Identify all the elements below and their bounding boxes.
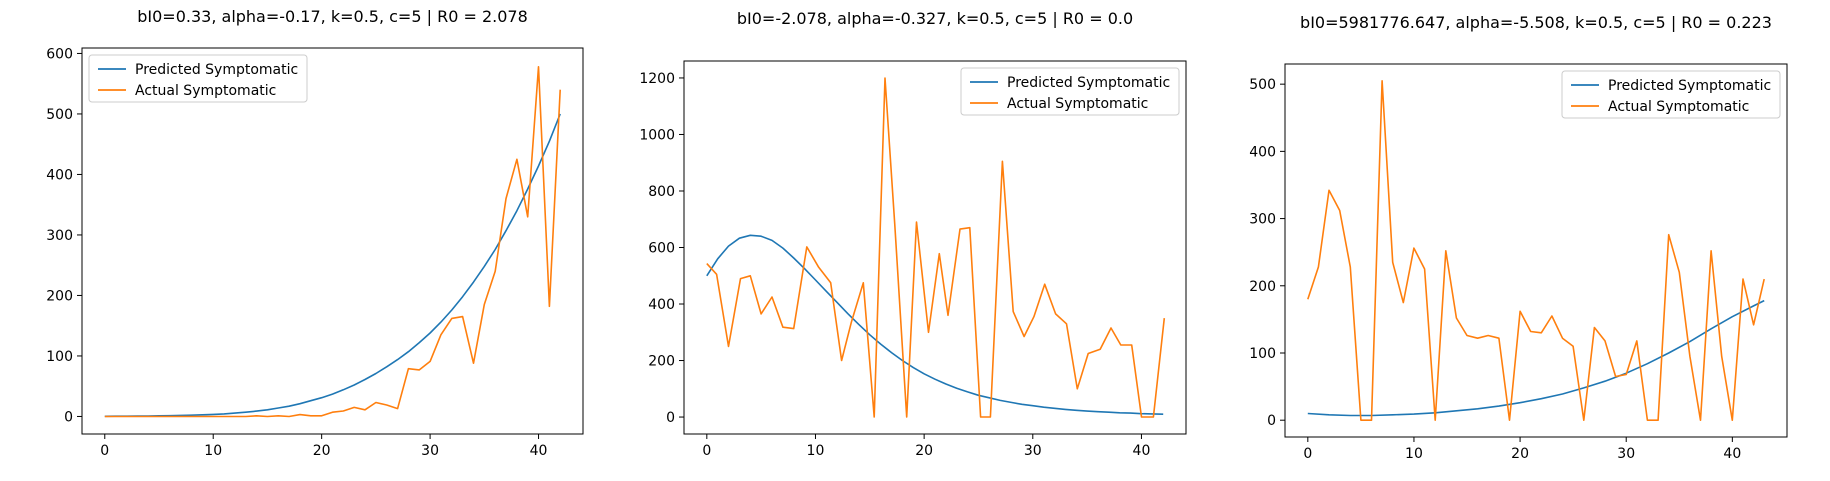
x-tick-label: 0	[100, 443, 109, 459]
y-tick-label: 500	[46, 107, 73, 123]
y-tick-label: 100	[46, 349, 73, 365]
y-tick-label: 600	[648, 241, 675, 257]
y-tick-label: 400	[1249, 144, 1276, 160]
legend: Predicted Symptomatic Actual Symptomatic	[88, 54, 308, 103]
x-tick-label: 40	[530, 443, 548, 459]
axes-frame	[1284, 63, 1788, 438]
y-tick-label: 0	[64, 409, 73, 425]
chart-title: bI0=5981776.647, alpha=-5.508, k=0.5, c=…	[1300, 13, 1772, 32]
series-line-predicted	[104, 113, 561, 418]
y-tick-label: 300	[1249, 212, 1276, 228]
x-tick-label: 20	[1511, 446, 1529, 462]
legend-label: Actual Symptomatic	[1608, 99, 1749, 115]
y-tick-label: 600	[46, 46, 73, 62]
chart-title: bI0=0.33, alpha=-0.17, k=0.5, c=5 | R0 =…	[137, 7, 528, 26]
y-tick-label: 300	[46, 228, 73, 244]
x-tick-label: 0	[1303, 446, 1312, 462]
axes-frame	[81, 47, 584, 435]
legend-label: Predicted Symptomatic	[1608, 78, 1771, 94]
y-tick-label: 200	[1249, 279, 1276, 295]
y-tick-label: 400	[648, 297, 675, 313]
x-tick-label: 30	[1024, 443, 1042, 459]
series-line-actual	[1307, 80, 1765, 422]
x-tick-label: 20	[915, 443, 933, 459]
x-tick-label: 40	[1723, 446, 1741, 462]
y-tick-label: 0	[1267, 413, 1276, 429]
x-tick-label: 0	[702, 443, 711, 459]
y-tick-label: 100	[1249, 346, 1276, 362]
series-line-actual	[104, 66, 561, 418]
legend-box	[88, 54, 308, 103]
legend-label: Predicted Symptomatic	[135, 62, 298, 78]
x-tick-label: 10	[807, 443, 825, 459]
x-tick-label: 40	[1133, 443, 1151, 459]
y-tick-label: 500	[1249, 77, 1276, 93]
legend-box	[1561, 70, 1781, 119]
y-tick-label: 800	[648, 184, 675, 200]
series-line-actual	[706, 77, 1166, 418]
axes-frame	[683, 60, 1187, 435]
y-tick-label: 200	[648, 354, 675, 370]
y-tick-label: 1000	[639, 127, 675, 143]
chart-panel-1: bI0=0.33, alpha=-0.17, k=0.5, c=5 | R0 =…	[46, 7, 584, 459]
y-tick-label: 0	[666, 410, 675, 426]
x-tick-label: 10	[1405, 446, 1423, 462]
y-tick-label: 200	[46, 288, 73, 304]
x-tick-label: 30	[421, 443, 439, 459]
series-line-predicted	[1307, 299, 1765, 417]
legend: Predicted Symptomatic Actual Symptomatic	[1561, 70, 1781, 119]
chart-title: bI0=-2.078, alpha=-0.327, k=0.5, c=5 | R…	[737, 9, 1133, 28]
legend-label: Predicted Symptomatic	[1007, 75, 1170, 91]
series-line-predicted	[706, 234, 1164, 415]
y-tick-label: 1200	[639, 71, 675, 87]
x-tick-label: 10	[204, 443, 222, 459]
legend: Predicted Symptomatic Actual Symptomatic	[960, 67, 1180, 116]
chart-panel-2: bI0=-2.078, alpha=-0.327, k=0.5, c=5 | R…	[639, 9, 1187, 459]
legend-box	[960, 67, 1180, 116]
x-tick-label: 20	[313, 443, 331, 459]
x-tick-label: 30	[1617, 446, 1635, 462]
chart-panel-3: bI0=5981776.647, alpha=-5.508, k=0.5, c=…	[1249, 13, 1788, 462]
legend-label: Actual Symptomatic	[135, 83, 276, 99]
y-tick-label: 400	[46, 167, 73, 183]
legend-label: Actual Symptomatic	[1007, 96, 1148, 112]
